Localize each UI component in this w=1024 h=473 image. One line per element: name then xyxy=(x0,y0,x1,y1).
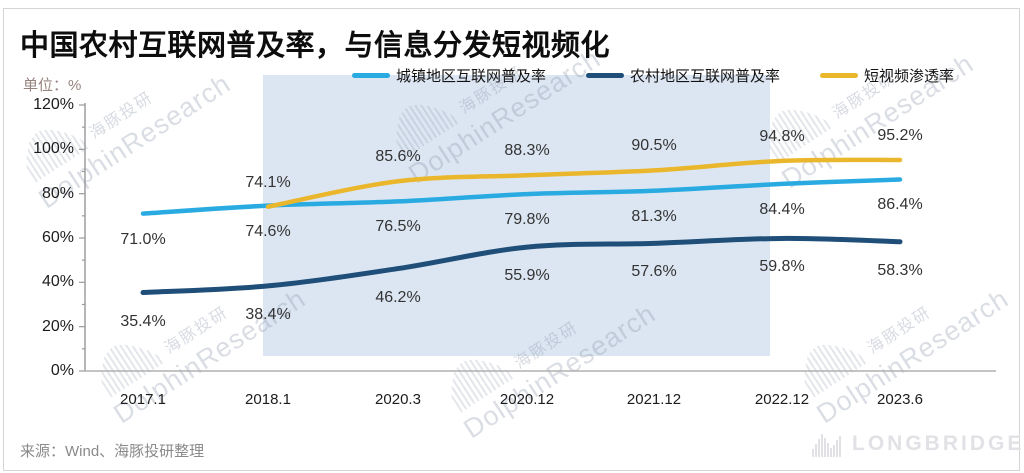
data-label: 71.0% xyxy=(120,230,166,248)
legend-label: 农村地区互联网普及率 xyxy=(630,68,781,85)
data-label: 76.5% xyxy=(375,218,421,236)
data-label: 38.4% xyxy=(245,305,291,323)
y-tick-label: 20% xyxy=(41,317,74,335)
legend-swatch-icon xyxy=(352,73,390,78)
x-tick-label: 2023.6 xyxy=(877,391,923,408)
data-label: 55.9% xyxy=(504,267,550,285)
y-tick-label: 60% xyxy=(41,229,74,246)
x-tick-label: 2017.1 xyxy=(120,391,166,408)
x-tick-label: 2022.12 xyxy=(754,391,810,408)
data-label: 95.2% xyxy=(877,126,923,144)
data-label: 84.4% xyxy=(759,200,805,218)
legend-swatch-icon xyxy=(586,73,625,78)
data-label: 74.6% xyxy=(245,222,291,240)
data-label: 35.4% xyxy=(120,312,166,330)
longbridge-wordmark: LONGBRIDGE xyxy=(852,432,1024,455)
legend-item-0: 城镇地区互联网普及率 xyxy=(352,65,546,86)
data-label: 81.3% xyxy=(631,207,677,225)
data-label: 59.8% xyxy=(759,258,805,276)
y-tick-label: 120% xyxy=(33,96,74,113)
chart-legend: 城镇地区互联网普及率 农村地区互联网普及率 短视频渗透率 xyxy=(352,65,954,86)
longbridge-bars-icon xyxy=(812,434,841,457)
x-tick-label: 2018.1 xyxy=(245,391,291,408)
x-tick-label: 2020.3 xyxy=(375,391,421,408)
x-tick-label: 2021.12 xyxy=(626,391,682,408)
y-tick-label: 80% xyxy=(41,184,74,202)
source-note: 来源：Wind、海豚投研整理 xyxy=(20,443,205,460)
data-label: 46.2% xyxy=(375,288,421,306)
legend-swatch-icon xyxy=(820,73,859,78)
data-label: 58.3% xyxy=(877,261,923,279)
legend-label: 城镇地区互联网普及率 xyxy=(396,68,547,85)
chart-title: 中国农村互联网普及率，与信息分发短视频化 xyxy=(20,30,611,62)
data-label: 74.1% xyxy=(245,173,291,191)
unit-label: 单位：% xyxy=(23,77,82,94)
data-label: 94.8% xyxy=(759,127,805,145)
data-label: 79.8% xyxy=(504,211,550,229)
data-label: 90.5% xyxy=(631,137,677,155)
longbridge-logo: LONGBRIDGE xyxy=(812,431,1024,457)
y-tick-label: 40% xyxy=(41,273,74,291)
data-label: 85.6% xyxy=(375,148,421,166)
legend-item-2: 短视频渗透率 xyxy=(820,65,954,86)
data-label: 86.4% xyxy=(877,196,923,214)
y-tick-label: 100% xyxy=(33,140,74,158)
y-tick-label: 0% xyxy=(50,362,74,379)
legend-item-1: 农村地区互联网普及率 xyxy=(586,65,780,86)
data-label: 88.3% xyxy=(504,142,550,160)
legend-label: 短视频渗透率 xyxy=(864,68,955,85)
x-tick-label: 2020.12 xyxy=(499,391,555,408)
data-label: 57.6% xyxy=(631,263,677,281)
